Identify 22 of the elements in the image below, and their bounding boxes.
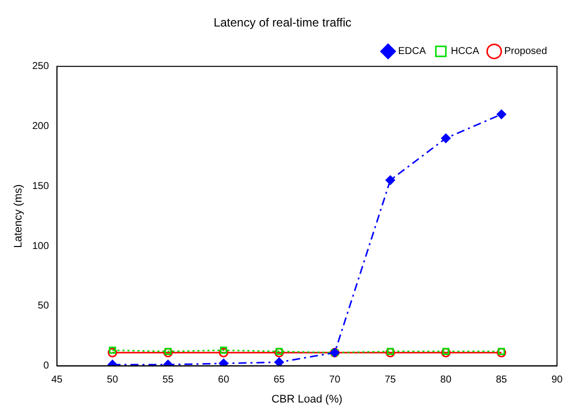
y-tick-label: 100 [32, 240, 50, 252]
y-tick-label: 0 [43, 360, 50, 372]
x-tick-label: 75 [384, 374, 396, 386]
y-axis-title: Latency (ms) [12, 184, 25, 248]
x-tick-label: 90 [551, 374, 563, 386]
y-tick-label: 50 [38, 300, 50, 312]
x-tick-label: 60 [218, 374, 230, 386]
x-tick-label: 70 [329, 374, 341, 386]
y-tick-label: 200 [32, 121, 50, 132]
x-tick-label: 85 [496, 374, 508, 386]
chart-title: Latency of real-time traffic [214, 16, 352, 30]
x-tick-label: 45 [51, 374, 63, 386]
legend-label: Proposed [504, 46, 548, 58]
x-tick-label: 80 [440, 374, 452, 386]
legend-label: EDCA [398, 46, 426, 58]
x-axis-title: CBR Load (%) [271, 393, 342, 406]
x-tick-label: 65 [274, 374, 286, 386]
legend-label: HCCA [450, 46, 480, 58]
x-tick-label: 55 [162, 374, 174, 386]
y-tick-label: 250 [32, 61, 50, 72]
x-tick-label: 50 [106, 374, 118, 386]
y-tick-label: 150 [32, 180, 50, 192]
